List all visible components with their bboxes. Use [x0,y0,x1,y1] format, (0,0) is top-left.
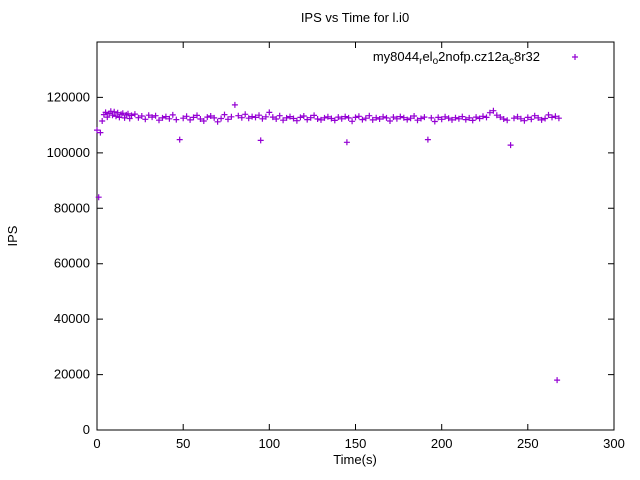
plot-border [96,41,615,431]
x-tick-label: 150 [345,436,367,451]
series-plus-markers [94,101,562,384]
chart-title: IPS vs Time for l.i0 [301,10,409,25]
tick-labels: 0 50 100 150 200 250 300 0 20000 40000 60000 80000 1… [47,89,625,451]
tick-marks [96,42,615,431]
x-tick-label: 50 [176,436,190,451]
x-tick-label: 100 [258,436,280,451]
legend: my8044relo2nofp.cz12ac8r32 [373,49,578,67]
y-tick-label: 100000 [47,145,90,160]
x-tick-label: 0 [93,436,100,451]
x-axis-label: Time(s) [333,452,377,467]
y-tick-label: 20000 [54,367,90,382]
legend-series-label: my8044relo2nofp.cz12ac8r32 [373,49,540,67]
y-tick-label: 40000 [54,311,90,326]
y-tick-label: 60000 [54,256,90,271]
legend-plus-marker-icon [572,54,578,60]
x-tick-label: 250 [517,436,539,451]
x-tick-label: 200 [431,436,453,451]
y-tick-label: 120000 [47,89,90,104]
y-tick-label: 0 [83,422,90,437]
x-tick-label: 300 [603,436,625,451]
axis-ticks [96,42,615,431]
y-axis-label: IPS [5,225,20,246]
y-tick-label: 80000 [54,200,90,215]
data-points [94,101,562,384]
